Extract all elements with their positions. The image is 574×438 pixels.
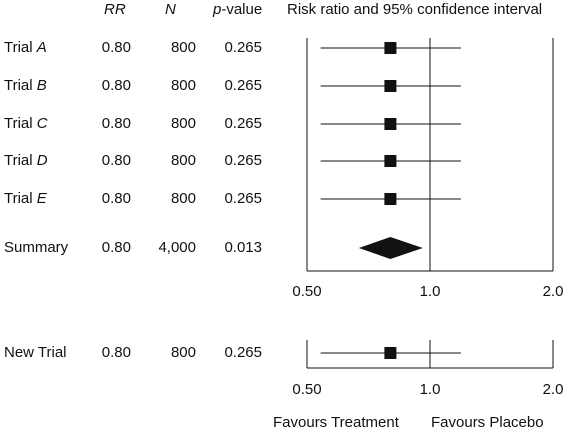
estimate-square: [384, 42, 396, 54]
x-tick-label: 0.50: [277, 283, 337, 301]
x-tick-label: 1.0: [400, 381, 460, 399]
x-tick-label: 0.50: [277, 381, 337, 399]
favours-placebo-label: Favours Placebo: [431, 414, 544, 432]
estimate-square: [384, 155, 396, 167]
estimate-square: [384, 193, 396, 205]
x-tick-label: 2.0: [523, 381, 574, 399]
x-tick-label: 1.0: [400, 283, 460, 301]
x-tick-label: 2.0: [523, 283, 574, 301]
summary-diamond: [359, 237, 423, 259]
estimate-square: [384, 80, 396, 92]
estimate-square: [384, 118, 396, 130]
favours-treatment-label: Favours Treatment: [273, 414, 399, 432]
estimate-square: [384, 347, 396, 359]
